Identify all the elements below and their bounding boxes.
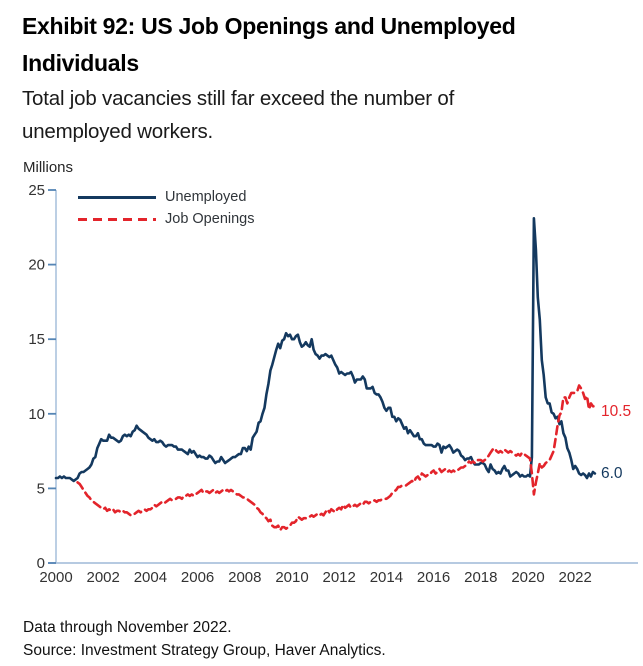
y-tick-label: 5: [37, 480, 45, 497]
y-axis-unit-label: Millions: [23, 159, 74, 176]
job-openings-end-value-label: 10.5: [601, 403, 632, 420]
series-line-job-openings: [76, 384, 597, 532]
y-tick-label: 25: [28, 182, 45, 199]
exhibit-subtitle: Total job vacancies still far exceed the…: [22, 82, 582, 148]
x-tick-label: 2010: [275, 569, 308, 586]
y-tick-label: 0: [37, 555, 45, 572]
exhibit-subtitle-line-2: unemployed workers.: [22, 120, 214, 143]
x-tick-label: 2022: [559, 569, 592, 586]
legend-item-unemployed: Unemployed: [78, 186, 254, 208]
y-tick-label: 20: [28, 257, 45, 274]
x-tick-label: 2016: [417, 569, 450, 586]
legend-item-job-openings: Job Openings: [78, 208, 254, 230]
x-tick-label: 2000: [39, 569, 72, 586]
exhibit-title-line-1: Exhibit 92: US Job Openings and Unemploy…: [22, 13, 516, 39]
footnote-data-through: Data through November 2022.: [23, 619, 232, 636]
footnote-source: Source: Investment Strategy Group, Haver…: [23, 642, 386, 659]
chart-legend: Unemployed Job Openings: [78, 186, 254, 230]
series-line-unemployed: [54, 217, 597, 483]
unemployed-end-value-label: 6.0: [601, 465, 623, 482]
legend-label-unemployed: Unemployed: [165, 189, 247, 205]
x-tick-label: 2006: [181, 569, 214, 586]
x-tick-label: 2002: [87, 569, 120, 586]
x-tick-label: 2004: [134, 569, 167, 586]
chart-footnotes: Data through November 2022. Source: Inve…: [23, 616, 386, 662]
exhibit-title-line-2: Individuals: [22, 50, 139, 76]
x-tick-label: 2012: [323, 569, 356, 586]
unemployed-line-swatch-icon: [78, 195, 156, 199]
x-tick-label: 2020: [511, 569, 544, 586]
legend-label-job-openings: Job Openings: [165, 211, 255, 227]
y-tick-label: 15: [28, 331, 45, 348]
x-tick-label: 2008: [228, 569, 261, 586]
exhibit-title: Exhibit 92: US Job Openings and Unemploy…: [22, 8, 602, 82]
job-openings-dashed-swatch-icon: [78, 217, 156, 221]
y-tick-label: 10: [28, 406, 45, 423]
exhibit-subtitle-line-1: Total job vacancies still far exceed the…: [22, 87, 455, 110]
x-tick-label: 2014: [370, 569, 403, 586]
x-tick-label: 2018: [464, 569, 497, 586]
chart-svg: 0 5 10 15 20 25 2000 2002 2004 2006 2008 2010 2012 20…: [28, 182, 638, 586]
